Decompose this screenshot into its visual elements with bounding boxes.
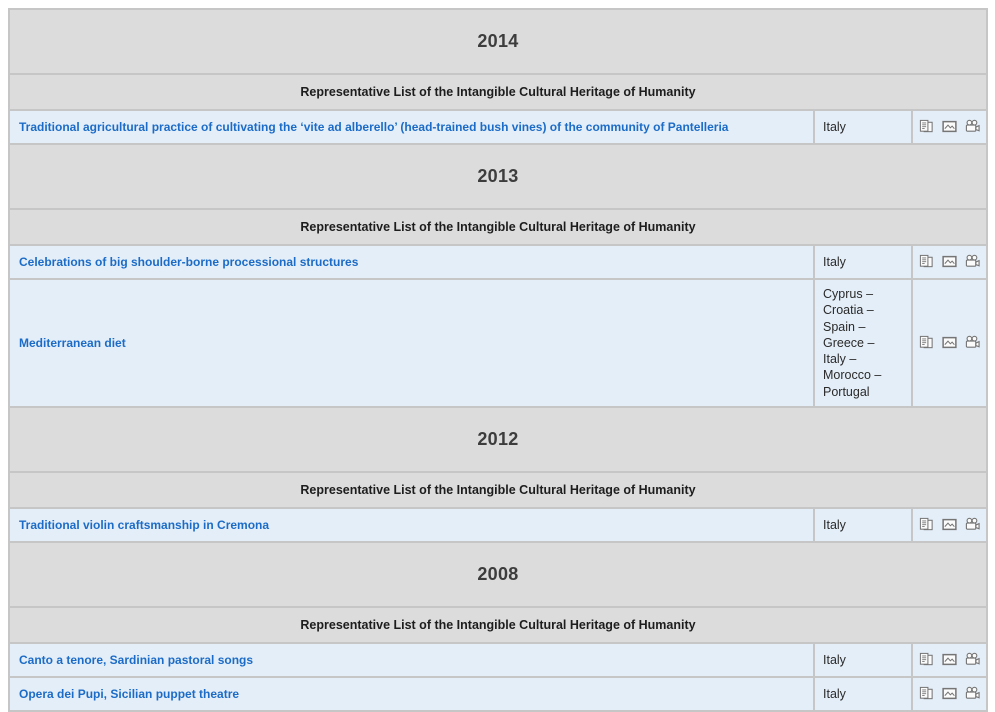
- description-icon[interactable]: [919, 335, 934, 350]
- heritage-item-link[interactable]: Opera dei Pupi, Sicilian puppet theatre: [19, 686, 240, 701]
- year-section: 2008 Representative List of the Intangib…: [8, 540, 988, 712]
- heritage-item-link[interactable]: Canto a tenore, Sardinian pastoral songs: [19, 652, 254, 667]
- year-section: 2014 Representative List of the Intangib…: [8, 8, 988, 145]
- media-links-cell: [911, 244, 988, 280]
- table-row: Opera dei Pupi, Sicilian puppet theatre …: [8, 675, 988, 712]
- country-cell: Italy: [813, 506, 913, 543]
- country-cell: Italy: [813, 641, 913, 678]
- table-row: Mediterranean diet Cyprus – Croatia – Sp…: [8, 278, 988, 408]
- list-type-header: Representative List of the Intangible Cu…: [8, 73, 988, 111]
- video-icon[interactable]: [965, 652, 981, 667]
- title-cell: Mediterranean diet: [8, 278, 815, 408]
- media-links-cell: [911, 278, 988, 408]
- list-type-header: Representative List of the Intangible Cu…: [8, 208, 988, 246]
- year-section: 2013 Representative List of the Intangib…: [8, 143, 988, 408]
- year-row: 2008: [8, 540, 988, 608]
- image-icon[interactable]: [942, 254, 957, 269]
- country-cell: Italy: [813, 109, 913, 145]
- list-type-row: Representative List of the Intangible Cu…: [8, 470, 988, 509]
- media-links-cell: [911, 675, 988, 712]
- heritage-item-link[interactable]: Mediterranean diet: [19, 335, 126, 350]
- title-cell: Opera dei Pupi, Sicilian puppet theatre: [8, 675, 815, 712]
- image-icon[interactable]: [942, 335, 957, 350]
- description-icon[interactable]: [919, 652, 934, 667]
- list-type-header: Representative List of the Intangible Cu…: [8, 605, 988, 644]
- title-cell: Traditional violin craftsmanship in Crem…: [8, 506, 815, 543]
- list-type-row: Representative List of the Intangible Cu…: [8, 208, 988, 246]
- country-cell: Italy: [813, 675, 913, 712]
- year-row: 2014: [8, 8, 988, 75]
- title-cell: Traditional agricultural practice of cul…: [8, 109, 815, 145]
- image-icon[interactable]: [942, 119, 957, 134]
- description-icon[interactable]: [919, 119, 934, 134]
- list-type-row: Representative List of the Intangible Cu…: [8, 73, 988, 111]
- title-cell: Celebrations of big shoulder-borne proce…: [8, 244, 815, 280]
- year-header: 2013: [8, 143, 988, 210]
- description-icon[interactable]: [919, 517, 934, 532]
- video-icon[interactable]: [965, 254, 981, 269]
- title-cell: Canto a tenore, Sardinian pastoral songs: [8, 641, 815, 678]
- year-row: 2013: [8, 143, 988, 210]
- video-icon[interactable]: [965, 335, 981, 350]
- image-icon[interactable]: [942, 517, 957, 532]
- list-type-row: Representative List of the Intangible Cu…: [8, 605, 988, 644]
- media-links-cell: [911, 641, 988, 678]
- video-icon[interactable]: [965, 119, 981, 134]
- year-header: 2012: [8, 405, 988, 473]
- table-row: Traditional agricultural practice of cul…: [8, 109, 988, 145]
- media-links-cell: [911, 506, 988, 543]
- table-row: Celebrations of big shoulder-borne proce…: [8, 244, 988, 280]
- heritage-item-link[interactable]: Traditional agricultural practice of cul…: [19, 120, 729, 134]
- video-icon[interactable]: [965, 686, 981, 701]
- description-icon[interactable]: [919, 686, 934, 701]
- year-header: 2014: [8, 8, 988, 75]
- heritage-item-link[interactable]: Traditional violin craftsmanship in Crem…: [19, 517, 270, 532]
- year-section: 2012 Representative List of the Intangib…: [8, 405, 988, 543]
- country-cell: Italy: [813, 244, 913, 280]
- list-type-header: Representative List of the Intangible Cu…: [8, 470, 988, 509]
- description-icon[interactable]: [919, 254, 934, 269]
- media-links-cell: [911, 109, 988, 145]
- heritage-table: 2014 Representative List of the Intangib…: [8, 8, 988, 712]
- image-icon[interactable]: [942, 652, 957, 667]
- year-row: 2012: [8, 405, 988, 473]
- year-header: 2008: [8, 540, 988, 608]
- country-cell: Cyprus – Croatia – Spain – Greece – Ital…: [813, 278, 913, 408]
- table-row: Traditional violin craftsmanship in Crem…: [8, 506, 988, 543]
- video-icon[interactable]: [965, 517, 981, 532]
- image-icon[interactable]: [942, 686, 957, 701]
- table-row: Canto a tenore, Sardinian pastoral songs…: [8, 641, 988, 678]
- heritage-item-link[interactable]: Celebrations of big shoulder-borne proce…: [19, 255, 359, 269]
